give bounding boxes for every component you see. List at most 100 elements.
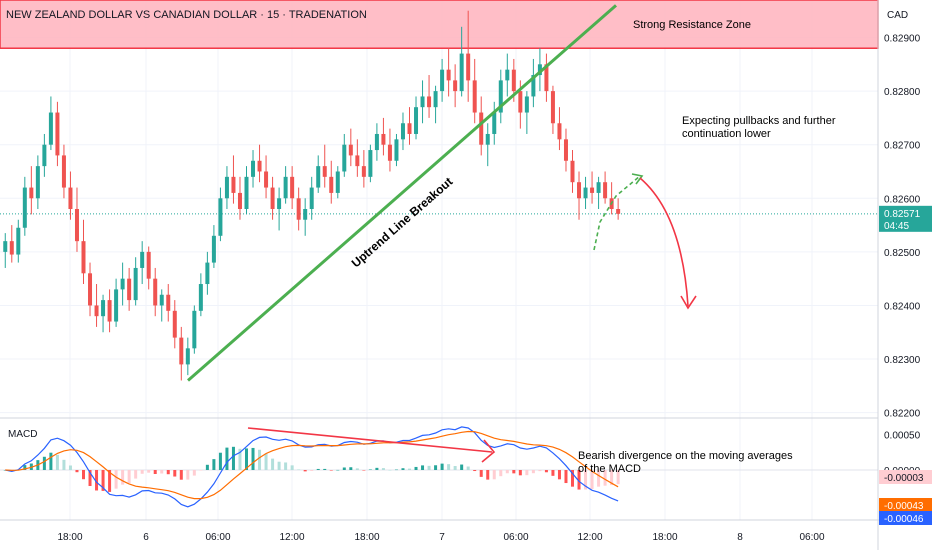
macd-hist-bar: [199, 470, 203, 471]
candle-64: [420, 80, 425, 124]
candle-63: [414, 96, 419, 140]
macd-hist-bar: [55, 454, 59, 470]
divergence-line: [247, 427, 493, 453]
candle-body: [68, 187, 73, 209]
candle-body: [237, 192, 242, 209]
candle-body: [414, 107, 419, 134]
resistance-zone[interactable]: [0, 0, 879, 49]
macd-value-tag-text: -0.00046: [884, 514, 924, 525]
candle-50: [329, 160, 334, 204]
candle-body: [309, 187, 314, 209]
candle-40: [264, 155, 269, 199]
decline-path: [639, 177, 689, 307]
candle-body: [29, 187, 34, 199]
macd-hist-bar: [121, 470, 125, 485]
macd-hist-bar: [336, 469, 340, 471]
candle-37: [244, 166, 249, 215]
candle-body: [433, 91, 438, 108]
macd-hist-bar: [610, 470, 614, 486]
candle-body: [61, 155, 66, 188]
macd-hist-bar: [264, 453, 268, 470]
candle-body: [211, 235, 216, 263]
candle-body: [16, 227, 21, 255]
candle-body: [94, 305, 99, 317]
macd-hist-bar: [212, 459, 216, 470]
candle-26: [172, 300, 177, 349]
candle-33: [218, 187, 223, 242]
candle-13: [88, 262, 93, 317]
divergence-arrow-head: [481, 439, 496, 463]
candle-6: [42, 133, 47, 177]
candle-4: [29, 166, 34, 215]
trendline-label: Uptrend Line Breakout: [349, 175, 456, 271]
time-tick-0: 18:00: [57, 532, 82, 543]
candle-body: [466, 53, 471, 81]
macd-hist-bar: [297, 469, 301, 470]
price-axis[interactable]: 0.82900 0.82800 0.82700 0.82600 0.82500 0.824…: [879, 34, 932, 525]
candle-body: [387, 144, 392, 161]
decline-arrow-head: [680, 295, 697, 310]
candle-27: [179, 326, 184, 381]
candle-94: [616, 198, 621, 220]
candle-body: [179, 337, 184, 365]
macd-hist-bar: [362, 470, 366, 471]
candle-41: [270, 176, 275, 220]
candle-body: [9, 241, 14, 255]
candle-body: [22, 187, 27, 228]
macd-hist-bar: [473, 470, 477, 472]
candle-5: [35, 155, 40, 209]
candle-83: [544, 53, 549, 102]
candle-body: [55, 112, 60, 156]
candle-body: [303, 209, 308, 220]
macd-label: MACD: [8, 429, 37, 440]
candle-body: [511, 69, 516, 92]
macd-hist-bar: [434, 465, 438, 470]
price-tick-0: 0.82900: [884, 34, 921, 45]
macd-hist-bar: [421, 465, 425, 470]
macd-hist-bar: [49, 452, 53, 470]
candle-body: [531, 75, 536, 97]
candle-55: [361, 150, 366, 188]
candle-42: [277, 187, 282, 231]
divergence-note-line1: Bearish divergence on the moving average…: [578, 450, 793, 462]
macd-hist-bar: [492, 470, 496, 480]
macd-hist-bar: [603, 470, 607, 486]
candle-84: [550, 85, 555, 134]
macd-hist-bar: [590, 470, 594, 489]
candle-90: [590, 171, 595, 204]
macd-hist-bar: [512, 470, 516, 474]
candle-body: [550, 91, 555, 124]
currency-label[interactable]: CAD: [887, 10, 908, 21]
candle-body: [277, 198, 282, 209]
macd-hist-bar: [447, 464, 451, 470]
candle-body: [492, 112, 497, 134]
candle-body: [544, 64, 549, 92]
candle-61: [400, 112, 405, 151]
macd-hist-bar: [564, 470, 568, 484]
candle-19: [127, 267, 132, 311]
macd-hist-bar: [140, 470, 144, 474]
macd-hist-bar: [316, 468, 320, 470]
candle-body: [420, 96, 425, 108]
candle-10: [68, 171, 73, 220]
candle-9: [61, 144, 66, 199]
candle-body: [224, 176, 229, 199]
candle-32: [211, 225, 216, 268]
candle-75: [492, 101, 497, 145]
macd-hist-bar: [82, 470, 85, 480]
candle-body: [316, 166, 321, 188]
candle-28: [185, 337, 190, 376]
price-tick-4: 0.82500: [884, 248, 921, 259]
macd-hist-bar: [245, 448, 248, 470]
time-axis[interactable]: 18:00 6 06:00 12:00 18:00 7 06:00 12:00 18:00 8 06…: [57, 532, 824, 543]
macd-hist-bar: [323, 468, 327, 470]
macd-hist-bar: [466, 466, 470, 470]
candle-62: [407, 107, 412, 145]
macd-hist-bar: [538, 470, 542, 472]
uptrend-line[interactable]: [187, 4, 617, 382]
candle-body: [361, 166, 366, 177]
candle-body: [198, 284, 203, 311]
time-tick-9: 8: [737, 532, 743, 543]
current-price-bg: [879, 205, 932, 232]
